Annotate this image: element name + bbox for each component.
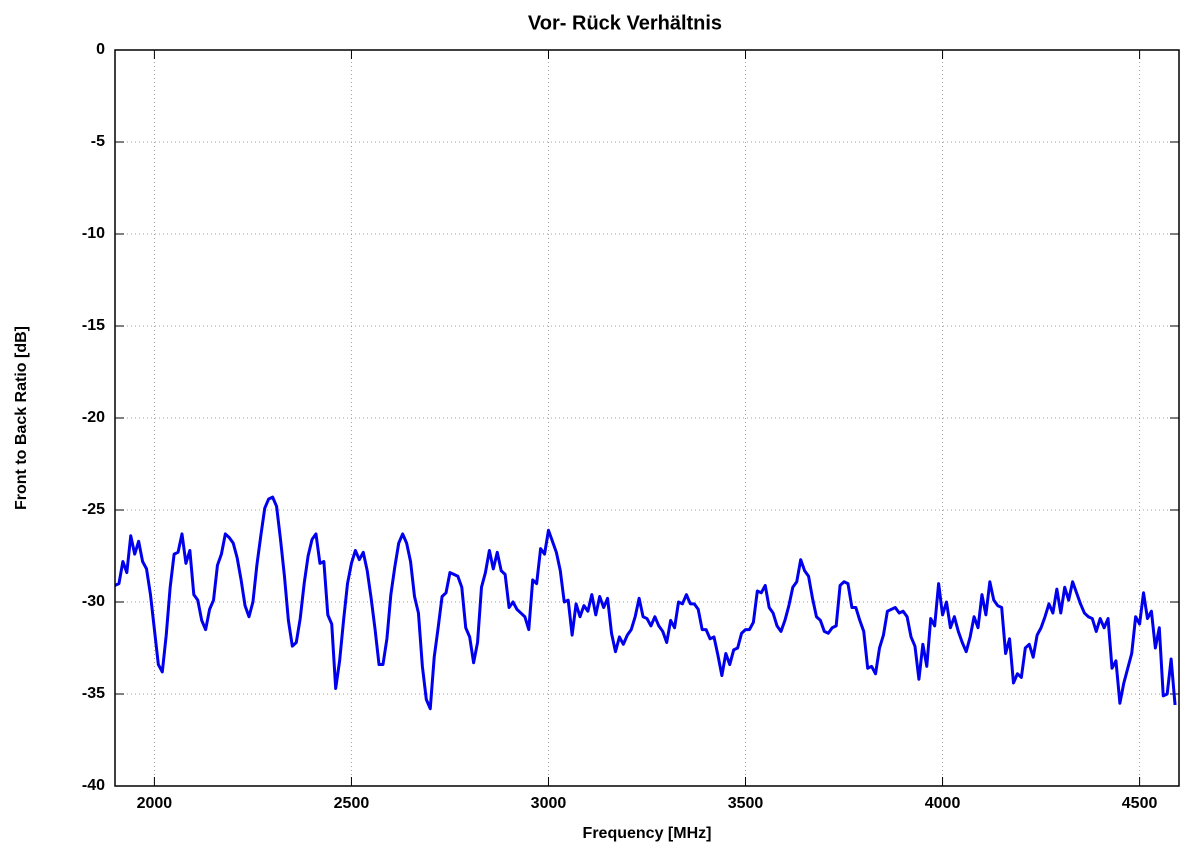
- y-tick-label: -40: [82, 777, 105, 794]
- x-tick-label: 2500: [334, 795, 370, 812]
- x-tick-label: 4500: [1122, 795, 1158, 812]
- y-tick-label: -15: [82, 317, 105, 334]
- plot-frame: [114, 49, 1180, 787]
- y-tick-label: -20: [82, 409, 105, 426]
- data-line: [114, 495, 1177, 711]
- y-tick-label: 0: [96, 41, 105, 58]
- y-axis-label: Front to Back Ratio [dB]: [13, 326, 30, 510]
- y-tick-label: -5: [91, 133, 105, 150]
- x-tick-label: 3000: [531, 795, 567, 812]
- y-tick-label: -30: [82, 593, 105, 610]
- y-tick-label: -35: [82, 685, 105, 702]
- y-tick-label: -10: [82, 225, 105, 242]
- x-tick-label: 2000: [137, 795, 173, 812]
- y-tick-label: -25: [82, 501, 105, 518]
- x-tick-label: 3500: [728, 795, 764, 812]
- chart-title: Vor- Rück Verhältnis: [528, 12, 722, 34]
- x-tick-label: 4000: [925, 795, 961, 812]
- x-axis-label: Frequency [MHz]: [583, 825, 712, 842]
